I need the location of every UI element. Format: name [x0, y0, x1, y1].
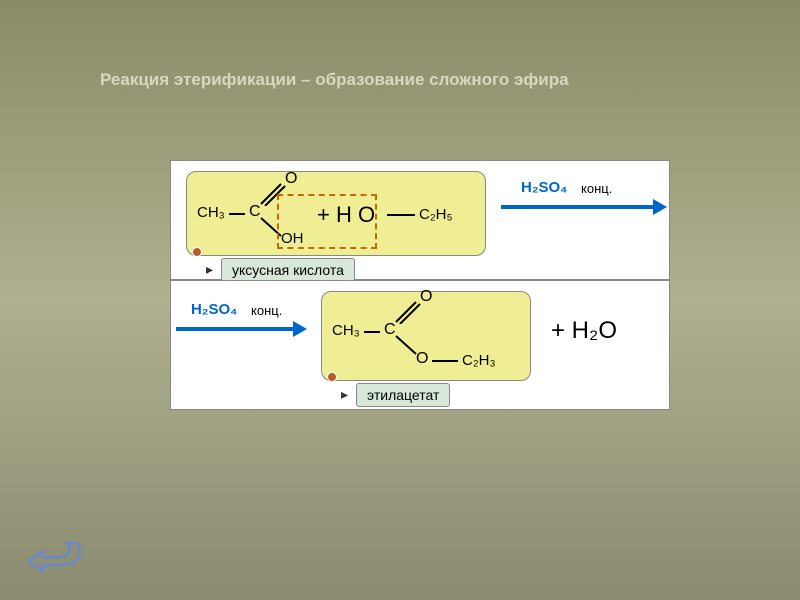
oxygen-top: O [285, 170, 297, 188]
c2h5-label: C₂H₅ [419, 206, 453, 223]
catalyst-formula: H₂SO₄ [521, 179, 567, 196]
bond [432, 360, 458, 362]
reaction-arrow-head [653, 199, 667, 215]
product-dot [327, 372, 337, 382]
bond [364, 331, 380, 333]
oxygen-bottom-product: O [416, 350, 428, 368]
catalyst-formula-2: H₂SO₄ [191, 301, 237, 318]
reaction-arrow-head-2 [293, 321, 307, 337]
product-tag: этилацетат [356, 383, 450, 407]
reaction-panel-top: CH₃ C O OH + H O C₂H₅ H₂SO₄ конц. ▸ уксу… [170, 160, 670, 280]
reactant-tag: уксусная кислота [221, 258, 355, 282]
c2h3-label: C₂H₃ [462, 352, 496, 369]
plus-ho: + H O [317, 202, 375, 228]
reaction-arrow-line [501, 205, 656, 209]
reaction-arrow-line-2 [176, 327, 296, 331]
tag-pointer-icon: ▸ [206, 261, 213, 278]
bond [229, 213, 245, 215]
ch3-product: CH₃ [332, 322, 360, 339]
ch3-label: CH₃ [197, 204, 225, 221]
product-box: CH₃ C O O C₂H₃ [321, 291, 531, 381]
tag-pointer-icon-2: ▸ [341, 386, 348, 403]
oxygen-top-product: O [420, 288, 432, 306]
reactant-box: CH₃ C O OH + H O C₂H₅ [186, 171, 486, 256]
water-byproduct: + H₂O [551, 317, 617, 345]
bond [387, 214, 415, 216]
reagent-dot [192, 247, 202, 257]
catalyst-condition: конц. [581, 181, 612, 196]
slide-title: Реакция этерификации – образование сложн… [100, 70, 569, 90]
back-arrow-icon[interactable] [25, 535, 85, 575]
reaction-panel-bottom: H₂SO₄ конц. CH₃ C O O C₂H₃ + H₂O ▸ этила… [170, 280, 670, 410]
catalyst-condition-2: конц. [251, 303, 282, 318]
